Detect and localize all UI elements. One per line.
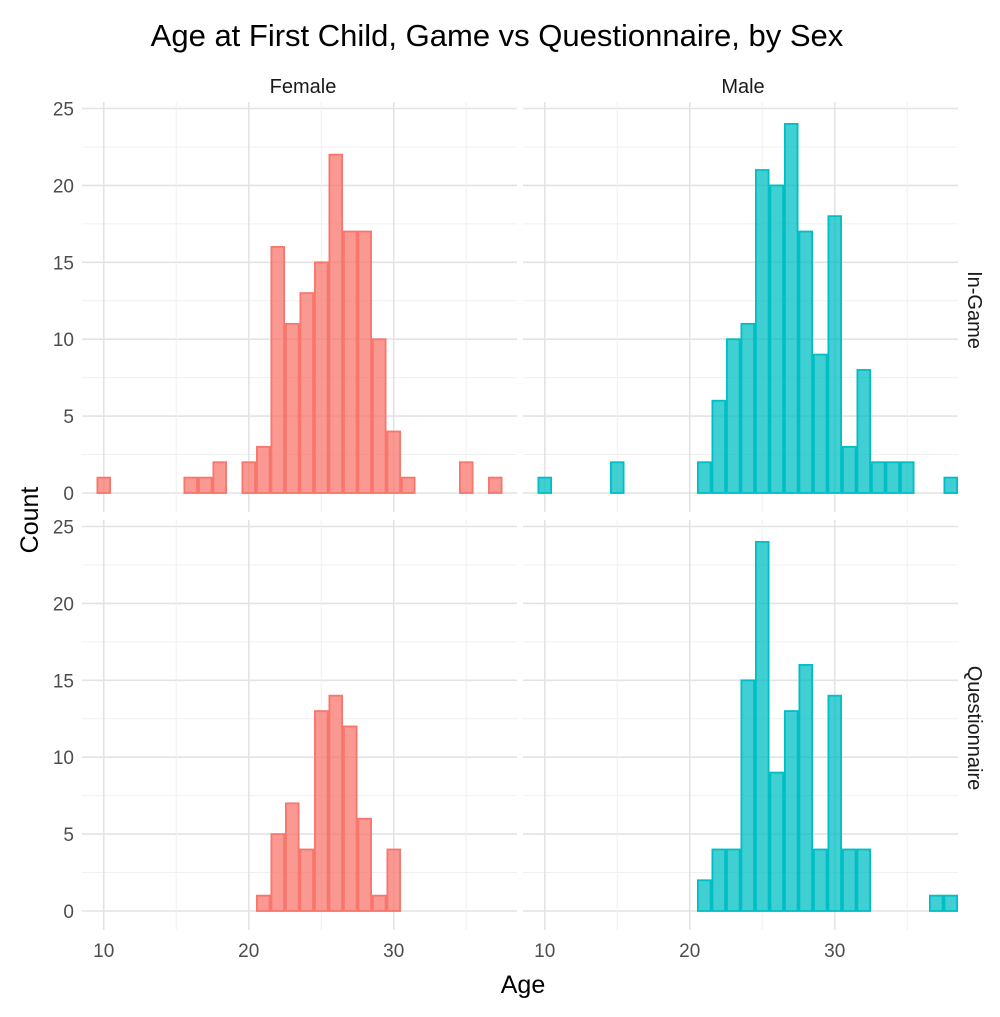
histogram-bar [386, 848, 401, 912]
x-tick-label: 20 [679, 941, 700, 962]
y-tick-label: 5 [63, 407, 74, 428]
y-tick-label: 15 [53, 671, 74, 692]
histogram-bar [357, 817, 372, 912]
histogram-bar [386, 430, 401, 494]
x-tick-label: 10 [534, 941, 555, 962]
histogram-bar [798, 230, 814, 494]
y-tick-label: 0 [63, 902, 74, 923]
y-tick-label: 20 [53, 176, 74, 197]
histogram-bar [342, 230, 358, 494]
histogram-bar [929, 894, 944, 912]
histogram-bar [371, 894, 387, 912]
histogram-bar [842, 848, 857, 912]
y-tick-label: 15 [53, 253, 74, 274]
y-tick-label: 0 [63, 484, 74, 505]
histogram-bar [943, 476, 959, 494]
x-tick-label: 30 [383, 941, 404, 962]
histogram-bar [784, 122, 799, 494]
histogram-bar [755, 540, 770, 912]
histogram-bar [711, 848, 727, 912]
histogram-bar [900, 461, 915, 494]
strip-label-in-game: In-Game [963, 271, 985, 349]
histogram-bar [755, 169, 770, 494]
y-tick-label: 5 [63, 825, 74, 846]
chart-title: Age at First Child, Game vs Questionnair… [151, 18, 844, 53]
histogram-bar [740, 679, 756, 912]
histogram-bar [537, 476, 553, 494]
histogram-bar [96, 476, 112, 494]
histogram-bar [284, 802, 300, 912]
y-tick-label: 10 [53, 748, 74, 769]
histogram-bar [371, 338, 387, 494]
histogram-bar [726, 848, 741, 912]
histogram-bar [241, 461, 256, 494]
histogram-bar [711, 399, 727, 494]
y-axis-title: Count [16, 487, 44, 554]
histogram-bar [813, 353, 828, 494]
histogram-bar [342, 725, 358, 912]
histogram-bar [299, 848, 314, 912]
histogram-bar [798, 664, 814, 912]
x-tick-label: 20 [238, 941, 259, 962]
histogram-bar [697, 879, 712, 912]
histogram-bar [726, 338, 741, 494]
histogram-bar [255, 894, 271, 912]
y-tick-label: 25 [53, 518, 74, 539]
histogram-bar [885, 461, 901, 494]
histogram-bar [328, 694, 343, 912]
histogram-bar [270, 246, 285, 494]
histogram-bar [313, 710, 329, 912]
histogram-bar [610, 461, 625, 494]
histogram-bar [769, 184, 785, 494]
histogram-bar [284, 322, 300, 494]
strip-label-questionnaire: Questionnaire [963, 666, 985, 791]
histogram-bar [842, 445, 857, 494]
histogram-bar [769, 771, 785, 912]
histogram-bar [197, 476, 213, 494]
histogram-bar [255, 445, 271, 494]
histogram-bar [487, 476, 503, 494]
x-tick-label: 10 [93, 941, 114, 962]
histogram-bar [813, 848, 828, 912]
histogram-bar [270, 833, 285, 912]
histogram-bar [328, 153, 343, 494]
histogram-bar [943, 894, 959, 912]
x-tick-label: 30 [824, 941, 845, 962]
histogram-bar [299, 292, 314, 494]
histogram-bar [784, 710, 799, 912]
strip-label-female: Female [270, 76, 337, 98]
strip-label-male: Male [721, 76, 764, 98]
x-axis-title: Age [501, 971, 545, 999]
histogram-bar [697, 461, 712, 494]
y-tick-label: 20 [53, 594, 74, 615]
histogram-bar [740, 322, 756, 494]
histogram-bar [827, 694, 843, 912]
histogram-bar [856, 369, 872, 494]
histogram-bar [458, 461, 474, 494]
histogram-bar [400, 476, 416, 494]
histogram-bar [827, 215, 843, 494]
histogram-bar [183, 476, 198, 494]
histogram-bar [871, 461, 886, 494]
y-tick-label: 10 [53, 330, 74, 351]
plot-area: 0 5 10 15 20 25 0 5 10 15 20 25 10 20 30 10 20 30 [53, 100, 959, 962]
histogram-bar [357, 230, 372, 494]
histogram-bar [212, 461, 227, 494]
histogram-bar [313, 261, 329, 494]
histogram-bar [856, 848, 872, 912]
y-tick-label: 25 [53, 100, 74, 121]
